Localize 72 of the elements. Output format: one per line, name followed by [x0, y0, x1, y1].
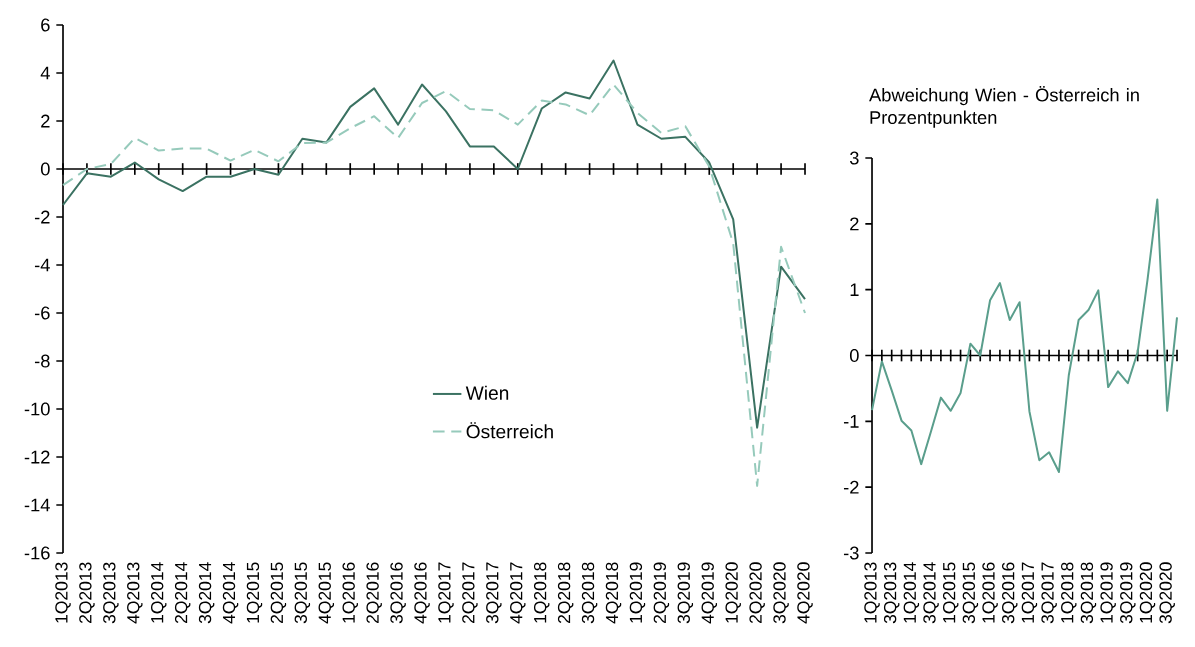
x-tick-label: 1Q2019 — [629, 562, 646, 623]
y-tick-label: -1 — [843, 415, 859, 428]
y-tick-label: 6 — [41, 18, 50, 32]
x-tick-label: 4Q2015 — [318, 562, 335, 624]
x-tick-label: 1Q2017 — [438, 562, 454, 623]
x-tick-label: 2Q2013 — [79, 562, 95, 624]
x-tick-label: 3Q2014 — [923, 562, 939, 624]
y-tick-label: -6 — [34, 306, 50, 320]
y-tick-label: 4 — [40, 66, 50, 80]
x-tick-label: 1Q2016 — [982, 562, 998, 623]
x-tick-label: 3Q2014 — [198, 562, 215, 624]
x-tick-label: 2Q2017 — [462, 562, 478, 624]
x-tick-label: 2Q2015 — [270, 562, 287, 624]
x-tick-label: 1Q2015 — [942, 562, 959, 623]
x-tick-label: 4Q2014 — [222, 562, 239, 624]
x-tick-label: 1Q2018 — [1061, 562, 1077, 623]
x-tick-label: 1Q2020 — [1139, 562, 1156, 623]
x-tick-label: 1Q2014 — [151, 562, 167, 623]
x-tick-label: 4Q2018 — [605, 562, 622, 624]
x-tick-label: 4Q2017 — [510, 562, 526, 624]
y-tick-label: 2 — [850, 217, 859, 231]
y-tick-label: -3 — [843, 546, 859, 560]
x-tick-label: 3Q2020 — [773, 562, 789, 624]
x-tick-label: 3Q2017 — [486, 562, 502, 624]
line-series — [871, 198, 1179, 474]
y-tick-label: 0 — [40, 162, 50, 176]
x-tick-label: 4Q2020 — [797, 562, 813, 624]
x-tick-label: 4Q2019 — [701, 562, 718, 624]
legend-label: Österreich — [466, 422, 553, 439]
chart-title: Abweichung Wien - Österreich in Prozentpunkten — [869, 86, 1139, 128]
x-tick-label: 3Q2015 — [294, 562, 311, 624]
x-tick-label: 1Q2015 — [246, 562, 263, 623]
x-tick-label: 2Q2014 — [174, 562, 191, 624]
x-tick-label: 1Q2013 — [864, 562, 880, 623]
y-tick-label: -14 — [24, 498, 50, 512]
x-tick-label: 1Q2013 — [55, 562, 71, 623]
line-series — [62, 83, 807, 487]
x-tick-label: 3Q2019 — [1120, 562, 1136, 624]
y-tick-label: -4 — [34, 258, 50, 272]
y-tick-label: 3 — [849, 151, 859, 165]
x-tick-label: 3Q2019 — [677, 562, 694, 624]
x-tick-label: 3Q2020 — [1159, 562, 1175, 624]
x-tick-label: 3Q2017 — [1041, 562, 1057, 624]
x-tick-label: 1Q2019 — [1100, 562, 1116, 623]
x-tick-label: 1Q2014 — [903, 562, 920, 623]
x-tick-label: 3Q2013 — [103, 562, 119, 624]
x-tick-label: 3Q2013 — [883, 562, 900, 624]
x-tick-label: 1Q2018 — [533, 562, 550, 623]
x-tick-label: 3Q2018 — [581, 562, 598, 624]
x-tick-label: 3Q2016 — [1002, 562, 1018, 624]
x-tick-label: 3Q2015 — [962, 562, 979, 624]
x-tick-label: 2Q2020 — [749, 562, 765, 624]
y-tick-label: -2 — [34, 210, 50, 224]
legend-label: Wien — [465, 385, 509, 400]
x-tick-label: 3Q2016 — [390, 562, 406, 624]
y-tick-label: 0 — [849, 349, 859, 362]
y-tick-label: 1 — [850, 283, 859, 296]
y-tick-label: 2 — [41, 114, 50, 128]
x-tick-label: 4Q2013 — [127, 562, 143, 624]
x-tick-label: 2Q2018 — [557, 562, 574, 624]
y-tick-label: -16 — [24, 546, 50, 560]
x-tick-label: 3Q2018 — [1080, 562, 1097, 624]
x-tick-label: 4Q2016 — [414, 562, 430, 624]
y-tick-label: -8 — [34, 354, 50, 368]
x-tick-label: 1Q2020 — [725, 562, 741, 623]
y-tick-label: -2 — [843, 480, 859, 494]
y-tick-label: -10 — [24, 402, 50, 416]
y-tick-label: -12 — [24, 450, 50, 464]
x-tick-label: 2Q2016 — [366, 562, 382, 624]
x-tick-label: 2Q2019 — [653, 562, 670, 624]
x-tick-label: 1Q2017 — [1021, 562, 1038, 623]
x-tick-label: 1Q2016 — [342, 562, 358, 623]
